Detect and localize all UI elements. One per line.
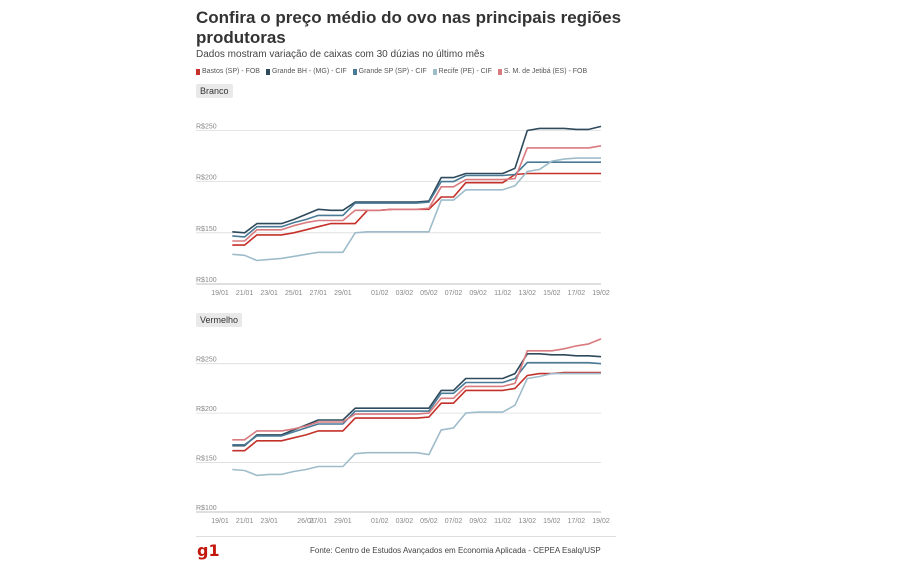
x-tick-label: 17/02	[568, 518, 586, 525]
legend-swatch	[497, 68, 502, 75]
series-line-1	[232, 353, 602, 447]
x-tick-label: 05/02	[420, 290, 438, 297]
x-tick-label: 05/02	[420, 518, 438, 525]
series-line-0	[232, 371, 601, 452]
x-tick-label: 25/01	[285, 290, 303, 297]
legend-item-sp: Grande SP (SP) - CIF	[352, 68, 427, 75]
legend-item-jetiba: S. M. de Jetibá (ES) - FOB	[497, 68, 588, 75]
series-line-3	[232, 157, 601, 262]
chart-branco: R$100 R$150 R$200 R$250 19/01 21/01 23/01 25/01…	[196, 123, 610, 297]
x-tick-label: 21/01	[236, 290, 254, 297]
x-tick-label: 07/02	[445, 290, 463, 297]
y-tick-label: R$200	[196, 406, 217, 413]
x-tick-label: 11/02	[494, 518, 511, 525]
source-note: Fonte: Centro de Estudos Avançados em Ec…	[310, 546, 601, 555]
y-tick-label: R$200	[196, 175, 217, 182]
x-tick-label: 09/02	[469, 518, 487, 525]
x-tick-label: 13/02	[518, 518, 536, 525]
chart-vermelho: R$100 R$150 R$200 R$250 19/01 21/01 23/01 26/01…	[196, 338, 610, 525]
series-line-4	[232, 145, 602, 242]
legend-label: S. M. de Jetibá (ES) - FOB	[503, 68, 588, 75]
y-tick-label: R$100	[196, 505, 217, 512]
x-tick-label: 11/02	[494, 290, 511, 297]
x-tick-label: 01/02	[371, 518, 389, 525]
series-line-2	[232, 161, 601, 238]
x-tick-label: 29/01	[334, 290, 352, 297]
x-tick-label: 09/02	[469, 290, 487, 297]
series-line-3	[232, 372, 601, 477]
x-tick-label: 19/01	[211, 290, 229, 297]
legend-label: Grande BH - (MG) - CIF	[271, 68, 347, 75]
x-tick-label: 19/02	[592, 518, 610, 525]
series-line-1	[232, 125, 602, 234]
x-tick-label: 03/02	[396, 518, 414, 525]
chart-subtitle: Dados mostram variação de caixas com 30 …	[196, 49, 485, 60]
y-tick-label: R$150	[196, 456, 217, 463]
g1-logo: g1	[197, 541, 220, 560]
legend-swatch	[432, 68, 437, 75]
legend-swatch	[352, 68, 357, 75]
x-tick-label: 29/01	[334, 518, 352, 525]
series-line-4	[232, 338, 602, 441]
legend-label: Recife (PE) - CIF	[438, 68, 492, 75]
x-tick-label: 27/01	[310, 290, 328, 297]
x-tick-label: 07/02	[445, 518, 463, 525]
x-tick-label: 23/01	[260, 518, 278, 525]
x-tick-label: 13/02	[518, 290, 536, 297]
legend-item-bastos: Bastos (SP) - FOB	[196, 68, 260, 75]
x-tick-label: 01/02	[371, 290, 389, 297]
x-tick-label: 03/02	[396, 290, 414, 297]
series-line-2	[232, 361, 602, 446]
legend-item-bh: Grande BH - (MG) - CIF	[265, 68, 347, 75]
footer-divider	[196, 536, 616, 537]
legend-swatch	[265, 68, 270, 75]
x-tick-label: 19/01	[211, 518, 229, 525]
legend-label: Bastos (SP) - FOB	[202, 68, 260, 75]
y-tick-label: R$150	[196, 226, 217, 233]
x-tick-label: 27/01	[310, 518, 328, 525]
y-tick-label: R$250	[196, 123, 217, 130]
x-tick-label: 17/02	[568, 290, 586, 297]
legend: Bastos (SP) - FOB Grande BH - (MG) - CIF…	[196, 68, 587, 75]
x-tick-label: 15/02	[543, 290, 561, 297]
y-tick-label: R$100	[196, 277, 217, 284]
legend-label: Grande SP (SP) - CIF	[358, 68, 427, 75]
panel-label-branco: Branco	[196, 84, 233, 98]
x-tick-label: 23/01	[260, 290, 278, 297]
x-tick-label: 15/02	[543, 518, 561, 525]
chart-title: Confira o preço médio do ovo nas princip…	[196, 8, 622, 47]
panel-label-vermelho: Vermelho	[196, 313, 243, 327]
legend-item-recife: Recife (PE) - CIF	[432, 68, 492, 75]
x-tick-label: 26/01	[297, 518, 315, 525]
x-tick-label: 19/02	[592, 290, 610, 297]
y-tick-label: R$250	[196, 357, 217, 364]
legend-swatch	[196, 68, 200, 75]
x-tick-label: 21/01	[236, 518, 254, 525]
